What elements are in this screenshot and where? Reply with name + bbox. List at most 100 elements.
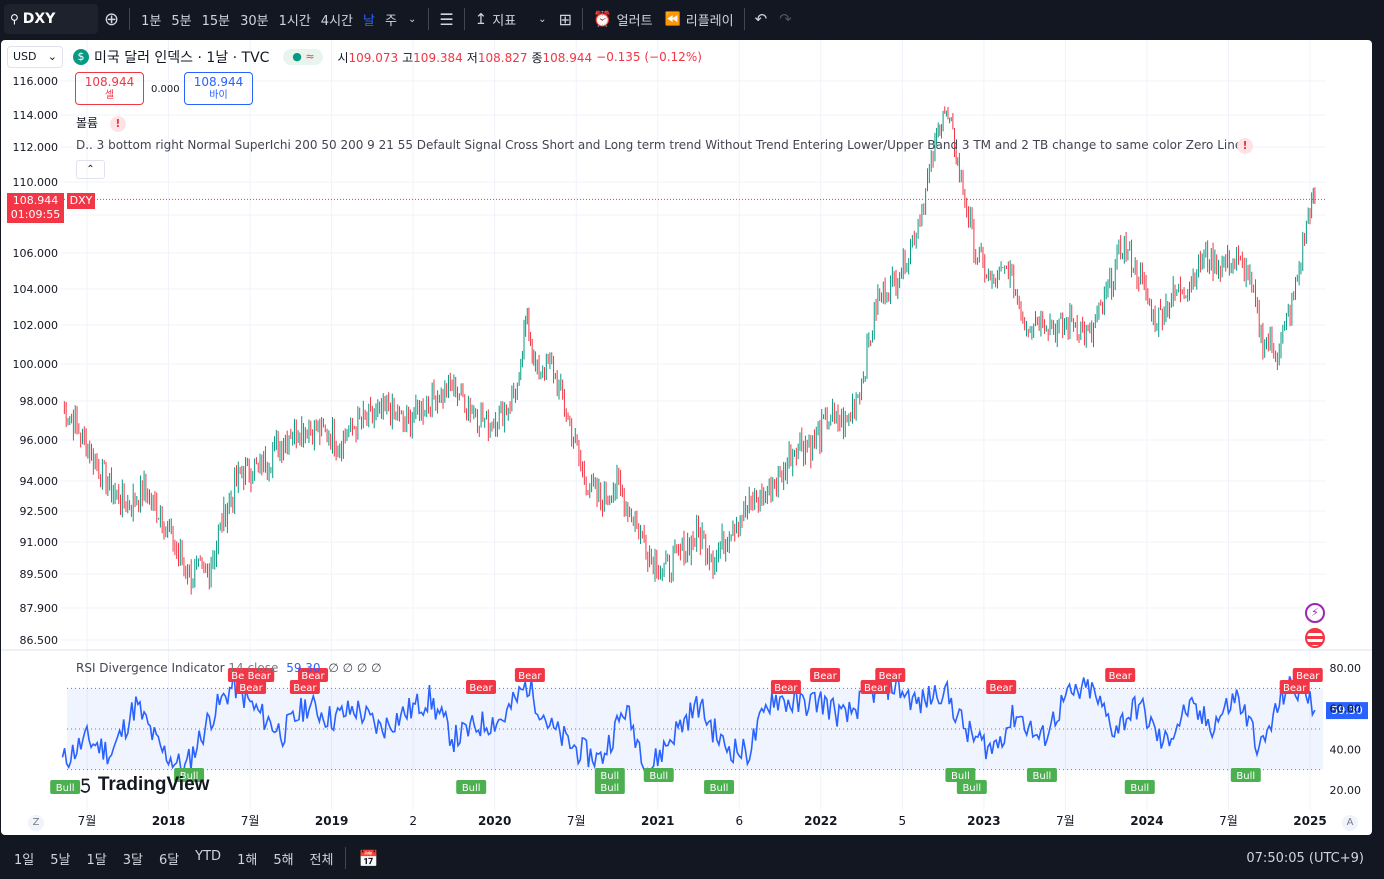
- bear-signal: [1292, 668, 1323, 682]
- last-price-tag: 108.944 01:09:55: [7, 193, 64, 223]
- indicators-button[interactable]: ↥ 지표 ⌄: [469, 0, 553, 38]
- tradingview-watermark[interactable]: 𝟻 TradingView: [79, 773, 209, 797]
- layout-templates-button[interactable]: ⊞: [553, 0, 578, 38]
- x-tick-label: 7월: [241, 814, 260, 828]
- divider: [743, 8, 745, 30]
- y-tick-label: 112.000: [13, 141, 59, 154]
- indicator-label: D.. 3 bottom right Normal SuperIchi 200 …: [76, 138, 1248, 152]
- bull-signal: [1124, 780, 1155, 794]
- buy-button[interactable]: 108.944 바이: [184, 72, 253, 105]
- chevron-down-icon: ⌄: [47, 50, 57, 63]
- y-tick-label: 114.000: [13, 109, 59, 122]
- range-1d[interactable]: 1일: [14, 852, 35, 868]
- buy-price: 108.944: [193, 75, 244, 89]
- chart-canvas[interactable]: 59.30BearBearBearBearBearBearBearBearBea…: [1, 40, 1372, 835]
- bear-signal: [298, 668, 329, 682]
- volume-legend[interactable]: 볼륨 !: [76, 114, 126, 132]
- bear-signal: [236, 680, 267, 694]
- x-tick-label: 2024: [1130, 814, 1163, 828]
- interval-15m[interactable]: 15분: [201, 13, 231, 29]
- signal-label: Bull: [600, 771, 619, 782]
- replay-button[interactable]: ⏪ 리플레이: [659, 0, 740, 38]
- interval-week[interactable]: 주: [384, 13, 397, 29]
- goto-date-icon[interactable]: 📅: [358, 848, 379, 868]
- alert-button[interactable]: ⏰ 얼러트: [587, 0, 659, 38]
- range-1y[interactable]: 1해: [237, 852, 258, 868]
- symbol-title[interactable]: 미국 달러 인덱스 · 1날 · TVC: [94, 50, 270, 66]
- chart-line-icon: ↥: [474, 10, 488, 28]
- undo-icon: ↶: [754, 10, 768, 28]
- bear-signal: [244, 668, 275, 682]
- rsi-tick-label: 40.00: [1330, 743, 1362, 756]
- clock-display[interactable]: 07:50:05 (UTC+9): [1246, 850, 1364, 866]
- add-symbol-button[interactable]: ⊕: [98, 0, 125, 38]
- auto-scale-z-button[interactable]: Z: [28, 815, 44, 831]
- x-tick-label: 6: [735, 814, 743, 828]
- divider: [129, 8, 131, 30]
- x-tick-label: 5: [899, 814, 907, 828]
- price-series: [63, 106, 1316, 595]
- grid-icon: ⊞: [558, 9, 572, 29]
- sell-price: 108.944: [84, 75, 135, 89]
- chevron-down-icon[interactable]: ⌄: [407, 13, 417, 25]
- range-1m[interactable]: 1달: [86, 852, 107, 868]
- signal-label: Bull: [462, 783, 481, 794]
- range-3m[interactable]: 3달: [122, 852, 143, 868]
- axes: 116.000114.000112.000110.000108.000106.0…: [13, 75, 1362, 828]
- indicators-label: 지표: [492, 13, 517, 29]
- x-tick-label: 2025: [1293, 814, 1326, 828]
- chart-panel[interactable]: 59.30 Bear Bear Bear Bear Bear Bear Bear Bear Bea…: [1, 40, 1372, 835]
- range-6m[interactable]: 6달: [158, 852, 180, 868]
- interval-4h[interactable]: 4시간: [320, 13, 353, 29]
- interval-1m[interactable]: 1분: [141, 13, 162, 29]
- lightning-icon[interactable]: ⚡: [1305, 603, 1325, 623]
- ohlc-change: −0.135 (−0.12%): [596, 50, 702, 64]
- chart-type-button[interactable]: ☰: [433, 0, 459, 38]
- y-tick-label: 104.000: [13, 283, 59, 296]
- signal-label: Bear: [774, 683, 798, 694]
- alert-label: 얼러트: [616, 13, 653, 29]
- signal-label: Bull: [1130, 783, 1149, 794]
- symbol-search-button[interactable]: ⚲ DXY: [4, 4, 98, 34]
- us-flag-icon[interactable]: [1305, 628, 1325, 648]
- interval-30m[interactable]: 30분: [240, 13, 269, 29]
- interval-day[interactable]: 날: [363, 13, 375, 29]
- undo-button[interactable]: ↶: [749, 0, 774, 38]
- rsi-pane: 59.30BearBearBearBearBearBearBearBearBea…: [50, 668, 1368, 794]
- plus-circle-icon: ⊕: [104, 8, 120, 30]
- range-5y[interactable]: 5해: [273, 852, 294, 868]
- bull-signal: [945, 768, 976, 782]
- signal-label: Bear: [231, 671, 255, 682]
- range-all[interactable]: 전체: [309, 852, 334, 868]
- sell-button[interactable]: 108.944 셀: [75, 72, 144, 105]
- currency-select[interactable]: USD ⌄: [7, 46, 63, 68]
- x-tick-label: 2022: [804, 814, 837, 828]
- spread-value: 0.000: [151, 84, 180, 95]
- bear-signal: [986, 680, 1017, 694]
- signal-label: Bear: [248, 671, 272, 682]
- signal-label: Bear: [1109, 671, 1133, 682]
- rsi-legend[interactable]: RSI Divergence Indicator 14 close 59.30 …: [76, 661, 382, 675]
- y-tick-label: 106.000: [13, 247, 59, 260]
- warning-icon[interactable]: !: [109, 116, 126, 132]
- collapse-legend-button[interactable]: ⌃: [76, 160, 105, 179]
- range-5d[interactable]: 5날: [50, 852, 71, 868]
- rsi-value-tag: [1326, 702, 1368, 720]
- interval-5m[interactable]: 5분: [171, 13, 192, 29]
- indicator-legend[interactable]: D.. 3 bottom right Normal SuperIchi 200 …: [76, 138, 1248, 152]
- range-ytd[interactable]: YTD: [195, 848, 222, 864]
- bottom-toolbar: 1일 5날 1달 3달 6달 YTD 1해 5해 전체 📅 07:50:05 (…: [0, 837, 1384, 879]
- auto-scale-a-button[interactable]: A: [1342, 815, 1358, 831]
- warning-icon[interactable]: !: [1237, 138, 1253, 154]
- range-selector: 1일 5날 1달 3달 6달 YTD 1해 5해 전체: [6, 849, 341, 868]
- bear-signal: [810, 668, 841, 682]
- redo-button[interactable]: ↷: [773, 0, 798, 38]
- signal-label: Bear: [1296, 671, 1320, 682]
- signal-label: Bull: [600, 783, 619, 794]
- bull-signal: [594, 768, 625, 782]
- market-status-icon[interactable]: ● ≈: [283, 49, 324, 65]
- signal-label: Bear: [518, 671, 542, 682]
- interval-1h[interactable]: 1시간: [278, 13, 311, 29]
- y-tick-label: 110.000: [13, 176, 59, 189]
- x-tick-label: 2019: [315, 814, 348, 828]
